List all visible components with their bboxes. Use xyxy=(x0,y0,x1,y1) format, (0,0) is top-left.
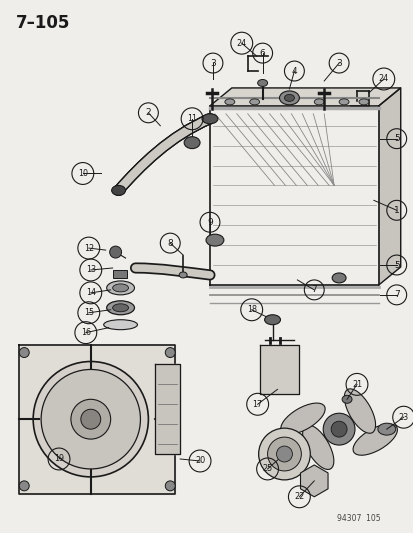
Text: 2: 2 xyxy=(145,108,151,117)
Circle shape xyxy=(323,413,354,445)
Text: 7–105: 7–105 xyxy=(16,14,71,33)
Ellipse shape xyxy=(341,395,351,403)
Text: 11: 11 xyxy=(187,114,197,123)
Text: 24: 24 xyxy=(378,75,388,84)
Ellipse shape xyxy=(313,99,323,105)
Text: 14: 14 xyxy=(85,288,95,297)
Text: 10: 10 xyxy=(78,169,88,178)
Ellipse shape xyxy=(249,99,259,105)
Text: 7: 7 xyxy=(393,290,399,300)
Text: 6: 6 xyxy=(259,49,265,58)
Text: 7: 7 xyxy=(311,285,316,294)
Ellipse shape xyxy=(179,272,187,278)
Ellipse shape xyxy=(103,320,137,330)
Circle shape xyxy=(267,437,301,471)
Text: 1: 1 xyxy=(393,206,399,215)
Circle shape xyxy=(258,428,310,480)
Ellipse shape xyxy=(257,79,267,86)
Ellipse shape xyxy=(358,99,368,105)
Circle shape xyxy=(165,481,175,491)
Circle shape xyxy=(33,361,148,477)
Ellipse shape xyxy=(206,234,223,246)
Circle shape xyxy=(19,348,29,358)
Text: 94307  105: 94307 105 xyxy=(336,514,380,523)
Text: 4: 4 xyxy=(291,67,297,76)
Text: 5: 5 xyxy=(393,134,399,143)
Ellipse shape xyxy=(112,304,128,312)
Ellipse shape xyxy=(184,136,199,149)
Text: 9: 9 xyxy=(206,218,212,227)
Circle shape xyxy=(71,399,110,439)
Ellipse shape xyxy=(302,425,333,470)
Text: 15: 15 xyxy=(83,308,94,317)
Text: 8: 8 xyxy=(167,239,173,248)
FancyBboxPatch shape xyxy=(112,270,126,278)
Ellipse shape xyxy=(338,99,348,105)
Polygon shape xyxy=(259,345,299,394)
Text: 23: 23 xyxy=(398,413,408,422)
Circle shape xyxy=(81,409,100,429)
Circle shape xyxy=(19,481,29,491)
Ellipse shape xyxy=(202,114,217,124)
Ellipse shape xyxy=(264,315,280,325)
Text: 5: 5 xyxy=(393,261,399,270)
Ellipse shape xyxy=(107,301,134,315)
Text: 13: 13 xyxy=(85,265,95,274)
Text: 18: 18 xyxy=(246,305,256,314)
Ellipse shape xyxy=(280,403,324,434)
Text: 25: 25 xyxy=(262,464,272,473)
Text: 19: 19 xyxy=(54,455,64,464)
Circle shape xyxy=(165,348,175,358)
Ellipse shape xyxy=(279,91,299,105)
Text: 3: 3 xyxy=(335,59,341,68)
Text: 16: 16 xyxy=(81,328,90,337)
Circle shape xyxy=(276,446,292,462)
Ellipse shape xyxy=(284,94,294,101)
Text: 17: 17 xyxy=(252,400,262,409)
Polygon shape xyxy=(378,88,400,285)
Ellipse shape xyxy=(112,284,128,292)
Ellipse shape xyxy=(224,99,234,105)
Ellipse shape xyxy=(284,99,294,105)
Ellipse shape xyxy=(107,281,134,295)
Text: 22: 22 xyxy=(294,492,304,502)
Circle shape xyxy=(109,246,121,258)
Ellipse shape xyxy=(331,273,345,283)
Circle shape xyxy=(330,421,346,437)
Ellipse shape xyxy=(344,389,375,433)
Text: 21: 21 xyxy=(351,380,361,389)
Ellipse shape xyxy=(352,424,396,455)
Text: 20: 20 xyxy=(195,456,204,465)
Polygon shape xyxy=(155,365,180,454)
Text: 3: 3 xyxy=(209,59,215,68)
Ellipse shape xyxy=(112,185,125,196)
Polygon shape xyxy=(209,88,400,106)
Text: 12: 12 xyxy=(83,244,94,253)
Text: 24: 24 xyxy=(236,39,246,47)
Polygon shape xyxy=(19,345,175,494)
Ellipse shape xyxy=(377,423,395,435)
Circle shape xyxy=(41,369,140,469)
